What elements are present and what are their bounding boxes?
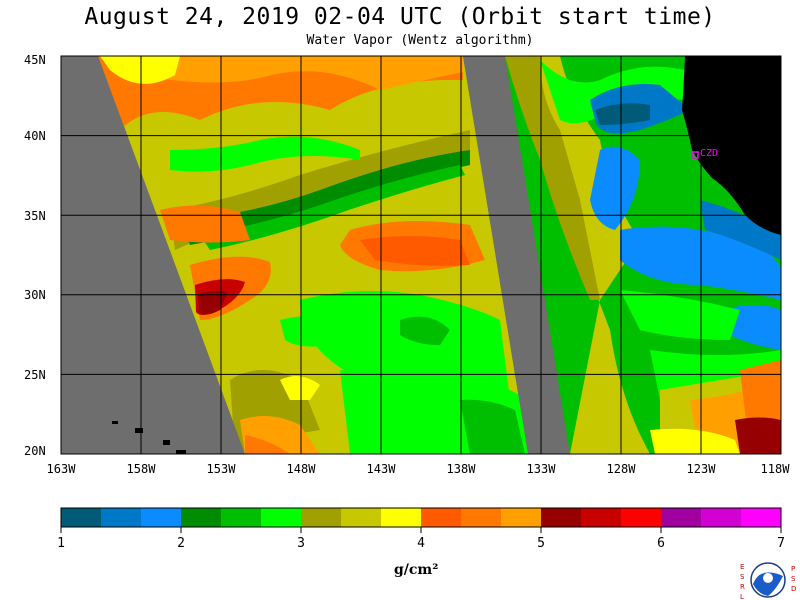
lon-labels: 163W 158W 153W 148W 143W 138W 133W 128W … — [47, 462, 791, 476]
svg-text:S: S — [740, 573, 745, 581]
colorbar-tick-label: 5 — [537, 536, 545, 551]
chart-subtitle: Water Vapor (Wentz algorithm) — [306, 33, 534, 48]
colorbar-tick-label: 1 — [57, 536, 65, 551]
land-mass — [682, 56, 781, 235]
lat-tick: 30N — [24, 288, 46, 302]
colorbar-tick-label: 6 — [657, 536, 665, 551]
colorbar-swatch — [301, 508, 342, 527]
lat-tick: 40N — [24, 129, 46, 143]
colorbar-swatch — [101, 508, 142, 527]
colorbar-tick-label: 4 — [417, 536, 425, 551]
data-gap — [463, 56, 570, 454]
svg-text:P: P — [791, 565, 795, 573]
colorbar-unit: g/cm² — [394, 562, 439, 578]
colorbar-swatch — [181, 508, 222, 527]
hawaiian-islands — [112, 421, 186, 454]
svg-text:S: S — [791, 575, 796, 583]
lon-tick: 163W — [47, 462, 77, 476]
lon-tick: 133W — [527, 462, 557, 476]
lon-tick: 128W — [607, 462, 637, 476]
lat-labels: 45N 40N 35N 30N 25N 20N — [24, 53, 46, 458]
chart-title: August 24, 2019 02-04 UTC (Orbit start t… — [84, 4, 716, 30]
svg-text:R: R — [740, 583, 745, 591]
swath-west — [98, 56, 528, 454]
lat-tick: 25N — [24, 368, 46, 382]
colorbar-swatch — [461, 508, 502, 527]
lat-tick: 20N — [24, 444, 46, 458]
lon-tick: 143W — [367, 462, 397, 476]
colorbar-swatch — [541, 508, 582, 527]
station-marker: CZD — [691, 148, 718, 159]
colorbar — [61, 508, 782, 527]
colorbar-ticks: 1 2 3 4 5 6 7 — [57, 527, 785, 551]
colorbar-swatch — [381, 508, 422, 527]
graticule — [61, 56, 781, 454]
colorbar-tick-label: 7 — [777, 536, 785, 551]
station-label: CZD — [700, 148, 718, 159]
colorbar-swatch — [621, 508, 662, 527]
lon-tick: 158W — [127, 462, 157, 476]
colorbar-swatch — [141, 508, 182, 527]
colorbar-tick-label: 2 — [177, 536, 185, 551]
colorbar-swatch — [221, 508, 262, 527]
colorbar-swatch — [501, 508, 542, 527]
colorbar-swatch — [341, 508, 382, 527]
svg-text:L: L — [740, 593, 744, 600]
colorbar-swatch — [741, 508, 782, 527]
colorbar-tick-label: 3 — [297, 536, 305, 551]
lon-tick: 138W — [447, 462, 477, 476]
lon-tick: 123W — [687, 462, 717, 476]
plot-frame — [60, 55, 782, 455]
lat-tick: 35N — [24, 209, 46, 223]
colorbar-swatch — [261, 508, 302, 527]
colorbar-swatch — [581, 508, 622, 527]
colorbar-swatch — [701, 508, 742, 527]
lon-tick: 153W — [207, 462, 237, 476]
lat-tick: 45N — [24, 53, 46, 67]
noaa-esrl-psd-logo: E S R L P S D — [740, 562, 796, 600]
colorbar-swatch — [61, 508, 102, 527]
lon-tick: 118W — [761, 462, 791, 476]
svg-text:D: D — [791, 585, 796, 593]
svg-text:E: E — [740, 563, 744, 571]
lon-tick: 148W — [287, 462, 317, 476]
colorbar-swatch — [421, 508, 462, 527]
colorbar-swatch — [661, 508, 702, 527]
